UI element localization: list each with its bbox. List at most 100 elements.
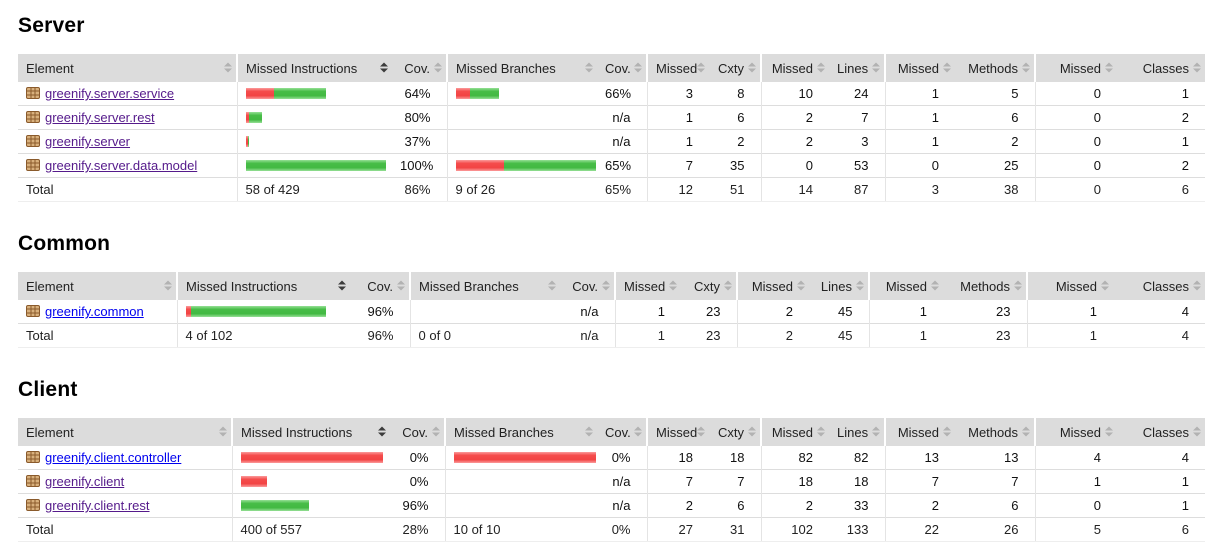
column-header-label: Missed [885,278,927,294]
column-header-label: Classes [1142,278,1189,294]
sort-up-arrow-icon [1013,280,1022,285]
value-cell: 2 [1117,105,1205,130]
total-value-cell: 1 [614,323,681,348]
sort-up-arrow-icon [871,62,880,67]
package-link[interactable]: greenify.common [45,304,144,319]
sort-icon [816,426,825,438]
column-header-classes[interactable]: Classes [1113,272,1205,300]
column-header-element[interactable]: Element [18,418,232,446]
column-header-element[interactable]: Element [18,272,177,300]
column-header-missed[interactable]: Missed [760,418,829,446]
column-header-missed-branches[interactable]: Missed Branches [446,54,597,82]
sort-up-arrow-icon [1104,426,1113,431]
column-header-missed[interactable]: Missed [1034,54,1117,82]
column-header-label: Missed Instructions [241,424,353,440]
instruction-coverage-cell: 0% [390,469,445,494]
value-cell: 10 [760,82,829,106]
column-header-classes[interactable]: Classes [1117,54,1205,82]
package-link[interactable]: greenify.server.service [45,86,175,101]
column-header-label: Cov. [404,60,430,76]
package-link[interactable]: greenify.server [45,134,131,149]
sort-down-arrow-icon [633,432,642,437]
element-cell: greenify.client.controller [18,446,232,470]
column-header-cov-[interactable]: Cov. [560,272,615,300]
column-header-missed[interactable]: Missed [884,418,955,446]
column-header-missed[interactable]: Missed [868,272,943,300]
sort-icon [1192,426,1201,438]
element-wrap: greenify.server.data.model [26,158,221,174]
total-label-cell: Total [18,517,232,542]
column-header-lines[interactable]: Lines [829,418,885,446]
branch-coverage-cell: n/a [597,469,647,494]
column-header-lines[interactable]: Lines [829,54,885,82]
sort-down-arrow-icon [1192,432,1201,437]
column-header-lines[interactable]: Lines [809,272,869,300]
column-header-methods[interactable]: Methods [943,272,1027,300]
total-value-cell: 6 [1117,517,1205,542]
element-cell: greenify.client.rest [18,493,232,518]
column-header-cxty[interactable]: Cxty [681,272,737,300]
header-row: Element Missed Instructions Cov. Missed Bra… [18,54,1205,82]
package-link[interactable]: greenify.client.controller [45,450,182,465]
instruction-coverage-cell: 96% [390,493,445,518]
package-link[interactable]: greenify.client [45,474,125,489]
sort-up-arrow-icon [601,280,610,285]
sort-up-arrow-icon [747,62,756,67]
package-link[interactable]: greenify.client.rest [45,498,150,513]
column-header-methods[interactable]: Methods [955,54,1035,82]
column-header-cxty[interactable]: Cxty [709,54,761,82]
sort-down-arrow-icon [747,432,756,437]
value-cell: 0 [1034,493,1117,518]
column-header-label: Classes [1142,60,1189,76]
sort-down-arrow-icon [633,68,642,73]
table-row: greenify.server.rest 80% n/a 1 6 2 7 1 6 0 2 [18,105,1205,130]
total-value-cell: 1 [868,323,943,348]
column-header-cov-[interactable]: Cov. [392,54,447,82]
sort-up-arrow-icon [377,426,386,431]
sort-icon [871,426,880,438]
column-header-missed[interactable]: Missed [760,54,829,82]
sort-icon [942,426,951,438]
column-header-cov-[interactable]: Cov. [390,418,445,446]
column-header-methods[interactable]: Methods [955,418,1035,446]
sort-up-arrow-icon [816,426,825,431]
value-cell: 18 [829,469,885,494]
column-header-missed[interactable]: Missed [614,272,681,300]
column-header-missed[interactable]: Missed [646,418,709,446]
column-header-missed[interactable]: Missed [1034,418,1117,446]
column-header-cov-[interactable]: Cov. [597,418,647,446]
column-header-missed-branches[interactable]: Missed Branches [409,272,560,300]
column-header-classes[interactable]: Classes [1117,418,1205,446]
column-header-missed[interactable]: Missed [646,54,709,82]
table-row: greenify.server.service 64% 66% 3 8 10 24 1 5 0 1 [18,82,1205,106]
element-wrap: greenify.common [26,304,161,320]
column-header-missed-instructions[interactable]: Missed Instructions [176,272,350,300]
sort-icon [633,426,642,438]
package-link[interactable]: greenify.server.rest [45,110,155,125]
value-cell: 18 [760,469,829,494]
missed-instructions-cell [231,446,390,470]
column-header-label: Methods [968,424,1018,440]
header-row: Element Missed Instructions Cov. Missed Bra… [18,272,1205,300]
coverage-table-common: Element Missed Instructions Cov. Missed Bra… [18,272,1205,348]
missed-bar-segment [455,160,504,171]
package-link[interactable]: greenify.server.data.model [45,158,198,173]
column-header-missed-instructions[interactable]: Missed Instructions [236,54,392,82]
total-value-cell: 1 [1026,323,1113,348]
sort-icon [584,426,593,438]
column-header-missed-instructions[interactable]: Missed Instructions [231,418,390,446]
column-header-cov-[interactable]: Cov. [597,54,647,82]
column-header-missed[interactable]: Missed [736,272,809,300]
column-header-missed-branches[interactable]: Missed Branches [444,418,597,446]
column-header-element[interactable]: Element [18,54,237,82]
sort-down-arrow-icon [871,68,880,73]
column-header-missed[interactable]: Missed [1026,272,1113,300]
value-cell: 2 [709,129,761,154]
column-header-missed[interactable]: Missed [884,54,955,82]
missed-branches-cell [444,469,597,494]
value-cell: 7 [829,105,885,130]
column-header-cov-[interactable]: Cov. [350,272,410,300]
column-header-cxty[interactable]: Cxty [709,418,761,446]
sort-icon [1100,280,1109,292]
sort-active-icon [337,280,346,292]
